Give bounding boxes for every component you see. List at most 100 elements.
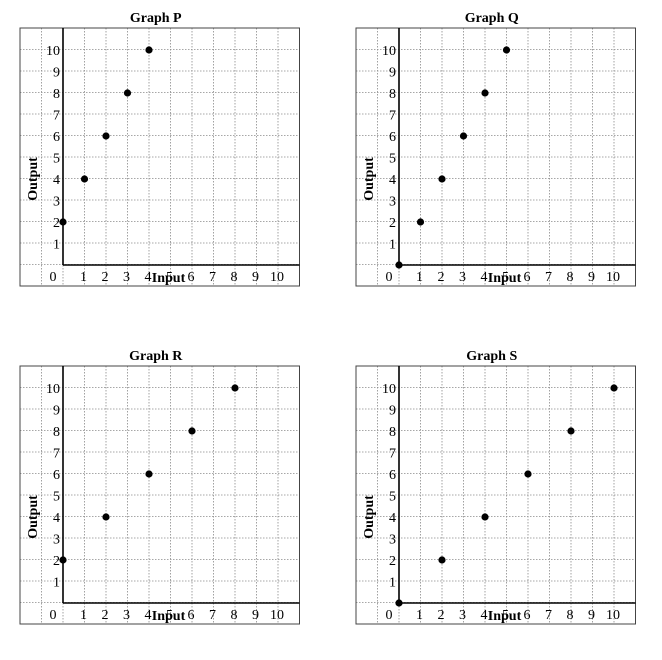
data-point bbox=[395, 261, 403, 269]
data-point bbox=[59, 556, 67, 564]
y-tick-label: 9 bbox=[389, 66, 396, 81]
x-tick-label: 1 bbox=[80, 270, 87, 285]
x-tick-label: 5 bbox=[166, 608, 173, 623]
y-tick-label: 4 bbox=[389, 173, 396, 188]
data-point bbox=[481, 513, 489, 521]
y-tick-label: 1 bbox=[389, 238, 396, 253]
x-tick-label: 10 bbox=[270, 270, 284, 285]
x-tick-label: 4 bbox=[481, 608, 488, 623]
y-tick-label: 2 bbox=[389, 554, 396, 569]
data-point bbox=[567, 427, 575, 435]
x-axis-label: Input bbox=[488, 271, 522, 286]
y-tick-label: 6 bbox=[389, 130, 396, 145]
x-tick-label: 7 bbox=[209, 270, 216, 285]
data-point bbox=[502, 46, 511, 54]
x-tick-label: 9 bbox=[252, 608, 259, 623]
y-tick-label: 10 bbox=[382, 44, 396, 59]
x-axis-label: Input bbox=[488, 609, 522, 624]
y-tick-label: 6 bbox=[389, 468, 396, 483]
y-tick-label: 4 bbox=[53, 511, 60, 526]
y-tick-label: 2 bbox=[53, 554, 60, 569]
x-tick-label: 1 bbox=[80, 608, 87, 623]
data-point bbox=[188, 427, 196, 435]
graph-title: Graph S bbox=[466, 349, 517, 364]
x-tick-label: 10 bbox=[270, 608, 284, 623]
y-tick-label: 8 bbox=[53, 87, 60, 102]
graph-title: Graph Q bbox=[465, 11, 519, 26]
data-point bbox=[231, 384, 239, 392]
x-tick-label: 6 bbox=[188, 270, 195, 285]
data-point bbox=[416, 218, 425, 226]
x-tick-label: 8 bbox=[231, 608, 238, 623]
y-tick-label: 5 bbox=[53, 490, 60, 505]
y-tick-label: 10 bbox=[46, 382, 60, 397]
x-tick-label: 2 bbox=[102, 608, 109, 623]
x-tick-label: 10 bbox=[606, 608, 620, 623]
y-tick-label: 9 bbox=[53, 66, 60, 81]
y-tick-label: 7 bbox=[53, 109, 60, 124]
y-tick-label: 1 bbox=[53, 576, 60, 591]
y-tick-label: 7 bbox=[389, 109, 396, 124]
x-tick-label: 1 bbox=[416, 608, 423, 623]
grid-lines bbox=[20, 28, 300, 286]
y-tick-label: 10 bbox=[46, 44, 60, 59]
y-tick-label: 7 bbox=[389, 447, 396, 462]
data-point bbox=[438, 175, 446, 183]
x-tick-label: 4 bbox=[145, 270, 152, 285]
y-axis-label: Output bbox=[362, 495, 377, 539]
x-tick-label: 4 bbox=[481, 270, 488, 285]
graph-title: Graph P bbox=[130, 11, 182, 26]
x-tick-label: 0 bbox=[386, 608, 393, 623]
x-tick-label: 3 bbox=[123, 608, 130, 623]
grid-lines bbox=[356, 28, 636, 286]
data-point bbox=[610, 384, 618, 392]
y-axis-label: Output bbox=[26, 495, 41, 539]
y-tick-label: 8 bbox=[389, 87, 396, 102]
x-tick-label: 8 bbox=[567, 270, 574, 285]
x-tick-label: 3 bbox=[123, 270, 130, 285]
y-tick-label: 3 bbox=[53, 195, 60, 210]
x-tick-label: 6 bbox=[188, 608, 195, 623]
y-tick-label: 2 bbox=[389, 216, 396, 231]
x-tick-label: 2 bbox=[438, 270, 445, 285]
data-point bbox=[395, 599, 403, 607]
y-tick-label: 8 bbox=[53, 425, 60, 440]
x-tick-label: 0 bbox=[50, 270, 57, 285]
x-tick-label: 8 bbox=[567, 608, 574, 623]
grid-lines bbox=[20, 366, 300, 624]
y-tick-label: 1 bbox=[389, 576, 396, 591]
x-tick-label: 0 bbox=[50, 608, 57, 623]
plot-frame bbox=[355, 27, 636, 287]
data-point bbox=[102, 132, 110, 140]
x-tick-label: 1 bbox=[416, 270, 423, 285]
data-point bbox=[123, 89, 132, 97]
x-tick-label: 3 bbox=[459, 608, 466, 623]
graph-title: Graph R bbox=[129, 349, 183, 364]
x-axis-label: Input bbox=[152, 609, 186, 624]
data-point bbox=[80, 175, 89, 183]
y-tick-label: 6 bbox=[53, 130, 60, 145]
x-tick-label: 5 bbox=[166, 270, 173, 285]
data-point bbox=[481, 89, 489, 97]
x-tick-label: 9 bbox=[588, 608, 595, 623]
y-tick-label: 3 bbox=[389, 195, 396, 210]
y-tick-label: 5 bbox=[389, 152, 396, 167]
x-tick-label: 2 bbox=[102, 270, 109, 285]
y-tick-label: 10 bbox=[382, 382, 396, 397]
y-tick-label: 4 bbox=[389, 511, 396, 526]
plot-frame bbox=[19, 365, 300, 625]
y-tick-label: 8 bbox=[389, 425, 396, 440]
y-tick-label: 4 bbox=[53, 173, 60, 188]
x-tick-label: 6 bbox=[524, 270, 531, 285]
y-tick-label: 2 bbox=[53, 216, 60, 231]
x-tick-label: 6 bbox=[524, 608, 531, 623]
x-tick-label: 9 bbox=[252, 270, 259, 285]
y-tick-label: 5 bbox=[53, 152, 60, 167]
grid-lines bbox=[356, 366, 636, 624]
x-tick-label: 4 bbox=[145, 608, 152, 623]
x-tick-label: 5 bbox=[502, 270, 509, 285]
